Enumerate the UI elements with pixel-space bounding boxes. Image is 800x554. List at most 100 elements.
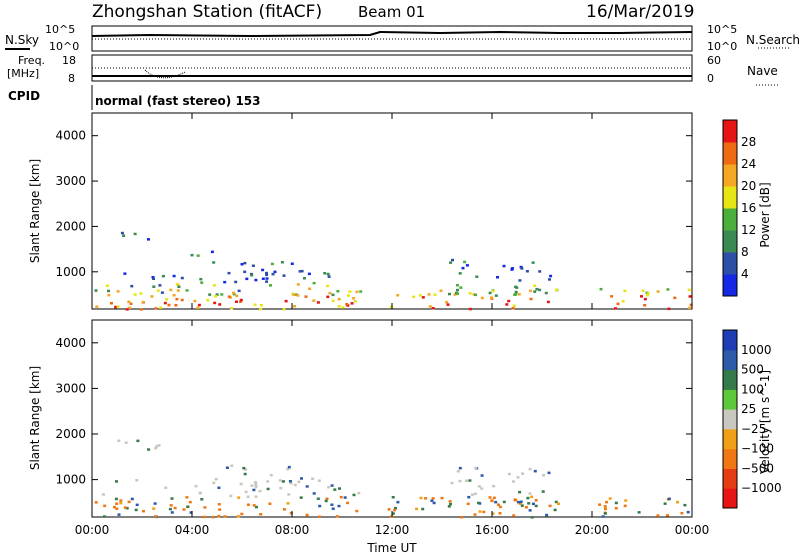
velocity-xtick-label: 08:00 xyxy=(275,523,310,537)
velocity-echo-cell xyxy=(254,505,258,509)
velocity-echo-cell xyxy=(598,503,602,506)
power-echo-cell xyxy=(253,303,257,306)
power-panel-frame xyxy=(91,112,693,310)
power-echo-cell xyxy=(177,285,181,288)
velocity-echo-cell xyxy=(311,477,315,480)
velocity-echo-cell xyxy=(474,492,477,496)
velocity-echo-cell xyxy=(447,505,451,508)
velocity-echo-cell xyxy=(518,502,522,505)
power-echo-cell xyxy=(160,291,164,294)
power-echo-cell xyxy=(230,307,233,310)
power-echo-cell xyxy=(265,280,269,283)
power-echo-cell xyxy=(549,274,553,278)
power-echo-cell xyxy=(418,294,422,297)
velocity-echo-cell xyxy=(305,513,309,517)
power-echo-cell xyxy=(270,262,274,266)
velocity-echo-cell xyxy=(254,481,257,484)
power-echo-cell xyxy=(235,294,239,298)
velocity-echo-cell xyxy=(203,515,207,519)
power-echo-cell xyxy=(94,289,98,292)
power-echo-cell xyxy=(150,295,154,298)
velocity-echo-cell xyxy=(282,508,286,511)
velocity-xtick-label: 20:00 xyxy=(575,523,610,537)
velocity-echo-cell xyxy=(155,445,159,448)
power-echo-cell xyxy=(428,305,432,308)
velocity-echo-cell xyxy=(327,485,331,489)
velocity-echo-cell xyxy=(357,491,361,495)
power-echo-cell xyxy=(656,290,660,293)
power-echo-cell xyxy=(282,274,286,277)
velocity-echo-cell xyxy=(491,512,495,515)
velocity-ytick-label: 1000 xyxy=(55,473,86,487)
velocity-echo-cell xyxy=(527,502,531,505)
power-echo-cell xyxy=(296,283,300,286)
velocity-echo-cell xyxy=(520,504,524,507)
velocity-echo-cell xyxy=(240,512,244,516)
velocity-echo-cell xyxy=(614,507,618,510)
power-echo-cell xyxy=(180,298,184,302)
power-echo-cell xyxy=(151,276,155,279)
velocity-echo-cell xyxy=(547,471,551,475)
velocity-echo-cell xyxy=(467,495,471,499)
velocity-echo-cell xyxy=(477,501,481,505)
power-echo-cell xyxy=(331,299,335,303)
station-title: Zhongshan Station (fitACF) xyxy=(92,2,322,22)
velocity-echo-cell xyxy=(431,497,435,500)
velocity-echo-cell xyxy=(391,496,395,499)
power-colorbar-segment xyxy=(723,142,737,165)
nsky-hi-label: 10^5 xyxy=(45,23,75,36)
power-echo-cell xyxy=(355,290,359,294)
power-echo-cell xyxy=(519,265,523,269)
power-colorbar-tick: 4 xyxy=(741,267,749,281)
velocity-echo-cell xyxy=(188,500,192,504)
power-echo-cell xyxy=(123,272,127,275)
power-echo-cell xyxy=(449,261,453,264)
power-echo-cell xyxy=(239,300,243,303)
power-echo-cell xyxy=(265,273,269,277)
velocity-echo-cell xyxy=(528,492,532,495)
velocity-echo-cell xyxy=(355,509,359,513)
velocity-echo-cell xyxy=(305,485,309,488)
power-echo-cell xyxy=(623,289,627,293)
velocity-echo-cell xyxy=(474,466,478,470)
velocity-colorbar-segment xyxy=(723,330,737,351)
power-echo-cell xyxy=(165,298,169,301)
power-echo-cell xyxy=(237,289,241,293)
freq-hi-label: 18 xyxy=(62,54,76,67)
velocity-echo-cell xyxy=(331,507,335,510)
velocity-echo-cell xyxy=(430,499,434,502)
power-echo-cell xyxy=(323,272,327,275)
power-echo-cell xyxy=(461,266,465,270)
velocity-echo-cell xyxy=(217,486,221,489)
power-echo-cell xyxy=(518,279,522,282)
power-echo-cell xyxy=(531,261,535,264)
nave-hi-label: 60 xyxy=(707,54,721,67)
velocity-echo-cell xyxy=(289,482,293,485)
velocity-echo-cell xyxy=(465,479,469,483)
power-echo-cell xyxy=(265,271,268,275)
power-echo-cell xyxy=(240,263,244,266)
velocity-echo-cell xyxy=(268,502,272,505)
power-echo-cell xyxy=(95,305,99,308)
power-echo-cell xyxy=(345,303,349,306)
power-colorbar-tick: 20 xyxy=(741,179,756,193)
power-echo-cell xyxy=(666,288,670,291)
power-echo-cell xyxy=(529,297,533,301)
power-colorbar-label: Power [dB] xyxy=(758,182,772,247)
velocity-echo-cell xyxy=(516,500,520,504)
velocity-echo-cell xyxy=(466,502,470,506)
power-echo-cell xyxy=(511,307,515,310)
velocity-echo-cell xyxy=(603,505,607,508)
power-echo-cell xyxy=(152,277,155,280)
nsearch-hi-label: 10^5 xyxy=(707,23,737,36)
power-ylabel: Slant Range [km] xyxy=(28,159,42,263)
power-echo-cell xyxy=(174,304,178,307)
nave-lo-label: 0 xyxy=(707,72,714,85)
velocity-echo-cell xyxy=(601,515,605,518)
velocity-echo-cell xyxy=(117,513,121,516)
nsky-lo-label: 10^0 xyxy=(49,40,79,53)
velocity-panel-frame xyxy=(91,319,693,518)
velocity-echo-cell xyxy=(608,497,612,500)
power-echo-cell xyxy=(412,295,416,299)
power-echo-cell xyxy=(456,284,459,287)
